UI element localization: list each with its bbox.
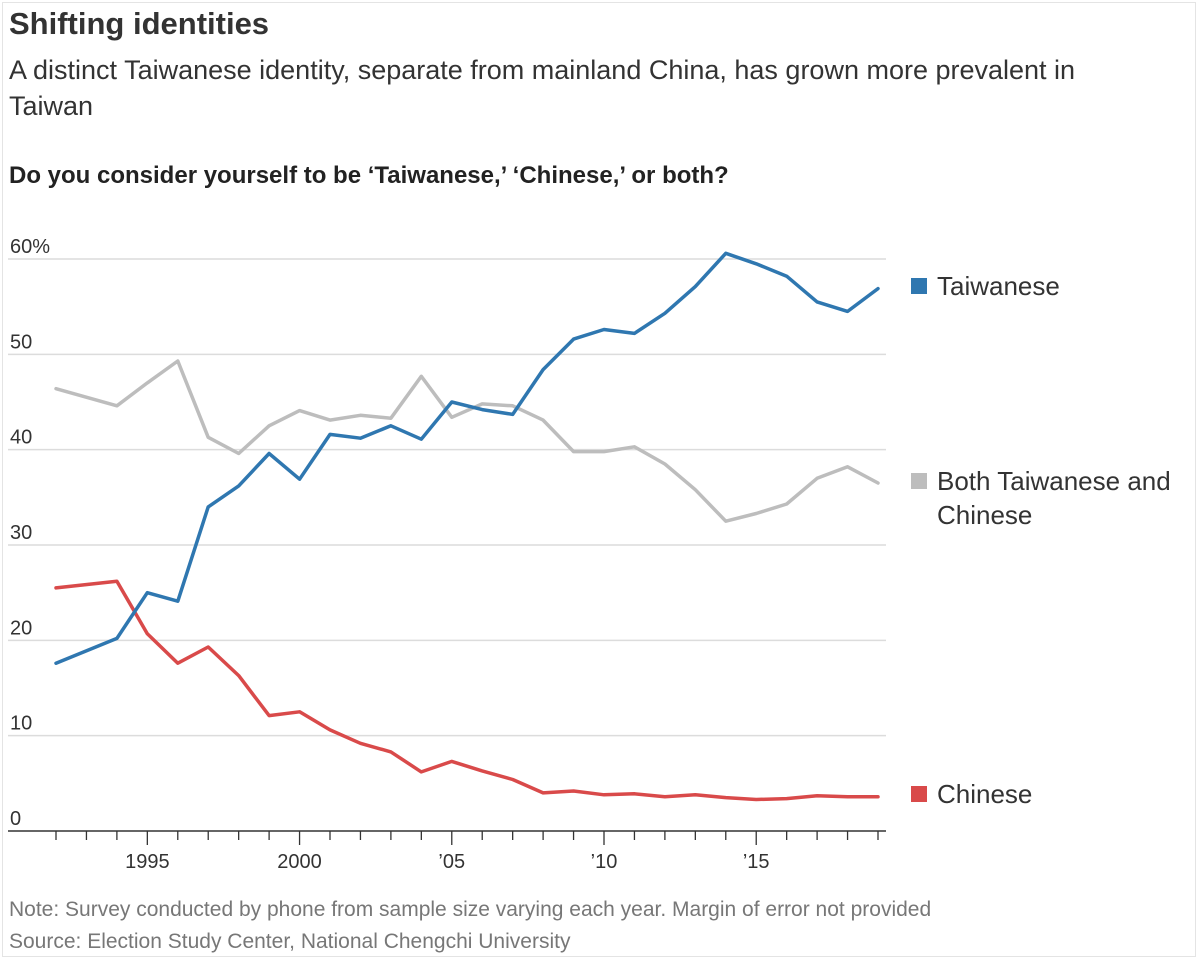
x-axis: 1995 2000 ’05 ’10 ’15 — [8, 830, 886, 873]
x-tick-label: ’15 — [743, 851, 770, 873]
gridlines — [8, 258, 886, 737]
y-tick-label: 50 — [10, 331, 32, 353]
y-axis: 0 10 20 30 40 50 60% — [10, 236, 50, 830]
series-lines — [54, 251, 880, 802]
y-tick-label: 10 — [10, 713, 32, 735]
y-tick-label: 60% — [10, 236, 50, 258]
series-line-both-taiwanese-and-chinese — [54, 359, 880, 523]
x-tick-label: 1995 — [125, 851, 170, 873]
legend-swatch — [911, 786, 927, 802]
line-chart: 0 10 20 30 40 50 60% 1995 2000 ’05 ’10 ’15 Taiwane… — [8, 236, 1171, 873]
legend-label: Both Taiwanese and — [937, 466, 1171, 496]
series-line-chinese — [54, 579, 880, 802]
y-tick-label: 20 — [10, 617, 32, 639]
x-tick-label: ’05 — [438, 851, 465, 873]
legend: Taiwanese Both Taiwanese and Chinese Chines… — [911, 271, 1171, 809]
series-line-taiwanese — [54, 251, 880, 665]
chart-source: Source: Election Study Center, National … — [9, 930, 571, 953]
y-tick-label: 30 — [10, 522, 32, 544]
chart-note: Note: Survey conducted by phone from sam… — [9, 898, 932, 921]
y-tick-label: 0 — [10, 808, 21, 830]
chart-subtitle: A distinct Taiwanese identity, separate … — [9, 55, 1076, 121]
legend-swatch — [911, 278, 927, 294]
legend-label: Taiwanese — [937, 271, 1060, 301]
chart-question: Do you consider yourself to be ‘Taiwanes… — [9, 162, 729, 189]
legend-swatch — [911, 473, 927, 489]
x-tick-label: 2000 — [277, 851, 322, 873]
legend-label: Chinese — [937, 500, 1032, 530]
x-tick-label: ’10 — [591, 851, 618, 873]
chart-title: Shifting identities — [9, 6, 270, 41]
y-tick-label: 40 — [10, 427, 32, 449]
legend-label: Chinese — [937, 779, 1032, 809]
